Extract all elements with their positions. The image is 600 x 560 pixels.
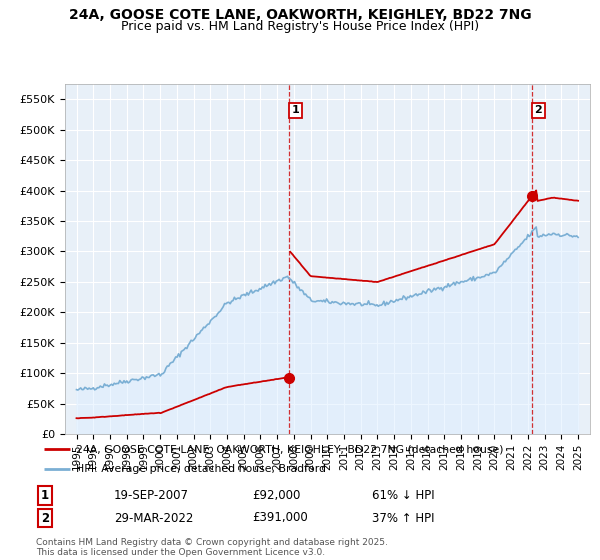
- Text: 61% ↓ HPI: 61% ↓ HPI: [372, 489, 434, 502]
- Text: £391,000: £391,000: [252, 511, 308, 525]
- Text: 24A, GOOSE COTE LANE, OAKWORTH, KEIGHLEY, BD22 7NG (detached house): 24A, GOOSE COTE LANE, OAKWORTH, KEIGHLEY…: [76, 445, 503, 454]
- Text: Price paid vs. HM Land Registry's House Price Index (HPI): Price paid vs. HM Land Registry's House …: [121, 20, 479, 32]
- Text: 1: 1: [292, 105, 299, 115]
- Text: 2: 2: [535, 105, 542, 115]
- Text: HPI: Average price, detached house, Bradford: HPI: Average price, detached house, Brad…: [76, 464, 326, 474]
- Text: 24A, GOOSE COTE LANE, OAKWORTH, KEIGHLEY, BD22 7NG: 24A, GOOSE COTE LANE, OAKWORTH, KEIGHLEY…: [68, 8, 532, 22]
- Text: Contains HM Land Registry data © Crown copyright and database right 2025.
This d: Contains HM Land Registry data © Crown c…: [36, 538, 388, 557]
- Text: £92,000: £92,000: [252, 489, 301, 502]
- Text: 37% ↑ HPI: 37% ↑ HPI: [372, 511, 434, 525]
- Text: 1: 1: [41, 489, 49, 502]
- Text: 2: 2: [41, 511, 49, 525]
- Text: 29-MAR-2022: 29-MAR-2022: [114, 511, 193, 525]
- Text: 19-SEP-2007: 19-SEP-2007: [114, 489, 189, 502]
